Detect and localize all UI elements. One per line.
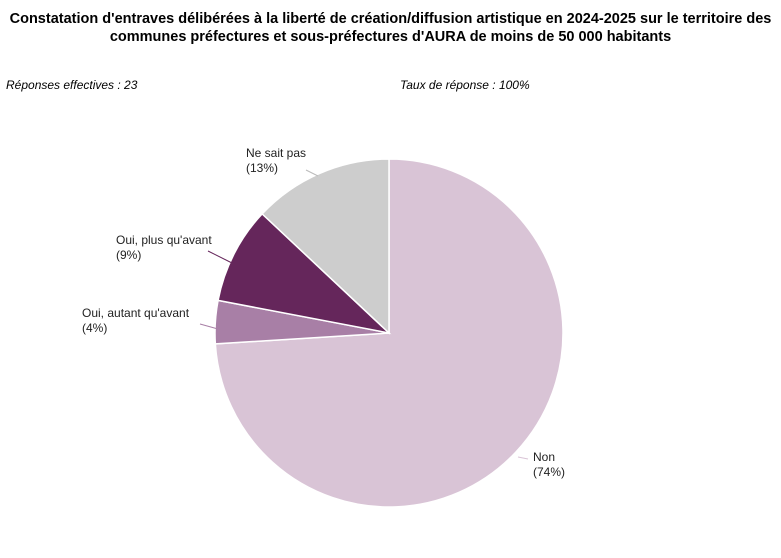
slice-label-name-0: Non: [533, 450, 555, 464]
slice-leader-line-3: [305, 169, 319, 177]
slice-label-3: Ne sait pas (13%): [246, 146, 306, 175]
chart-title-line-2: communes préfectures et sous-préfectures…: [109, 29, 672, 45]
slice-leader-line-2: [207, 250, 233, 264]
response-rate: Taux de réponse : 100%: [400, 78, 530, 92]
slice-leader-line-0: [517, 456, 529, 460]
responses-count: Réponses effectives : 23: [6, 78, 138, 92]
slice-label-1: Oui, autant qu'avant (4%): [82, 306, 190, 335]
slice-label-2: Oui, plus qu'avant (9%): [116, 233, 212, 262]
slice-label-name-1: Oui, autant qu'avant: [82, 306, 190, 320]
pie-slice-3: [261, 158, 390, 335]
chart-title-line-1: Constatation d'entraves délibérées à la …: [9, 11, 772, 27]
slice-label-pct-3: (13%): [246, 161, 278, 175]
slice-label-name-3: Ne sait pas: [246, 146, 306, 160]
slice-label-pct-1: (4%): [82, 321, 107, 335]
slice-label-pct-2: (9%): [116, 248, 141, 262]
slice-leader-line-1: [199, 323, 219, 330]
slice-label-name-2: Oui, plus qu'avant: [116, 233, 212, 247]
slice-label-0: Non (74%): [533, 450, 565, 479]
pie-slice-2: [217, 212, 392, 335]
slice-label-pct-0: (74%): [533, 465, 565, 479]
chart-title: Constatation d'entraves délibérées à la …: [0, 10, 781, 46]
